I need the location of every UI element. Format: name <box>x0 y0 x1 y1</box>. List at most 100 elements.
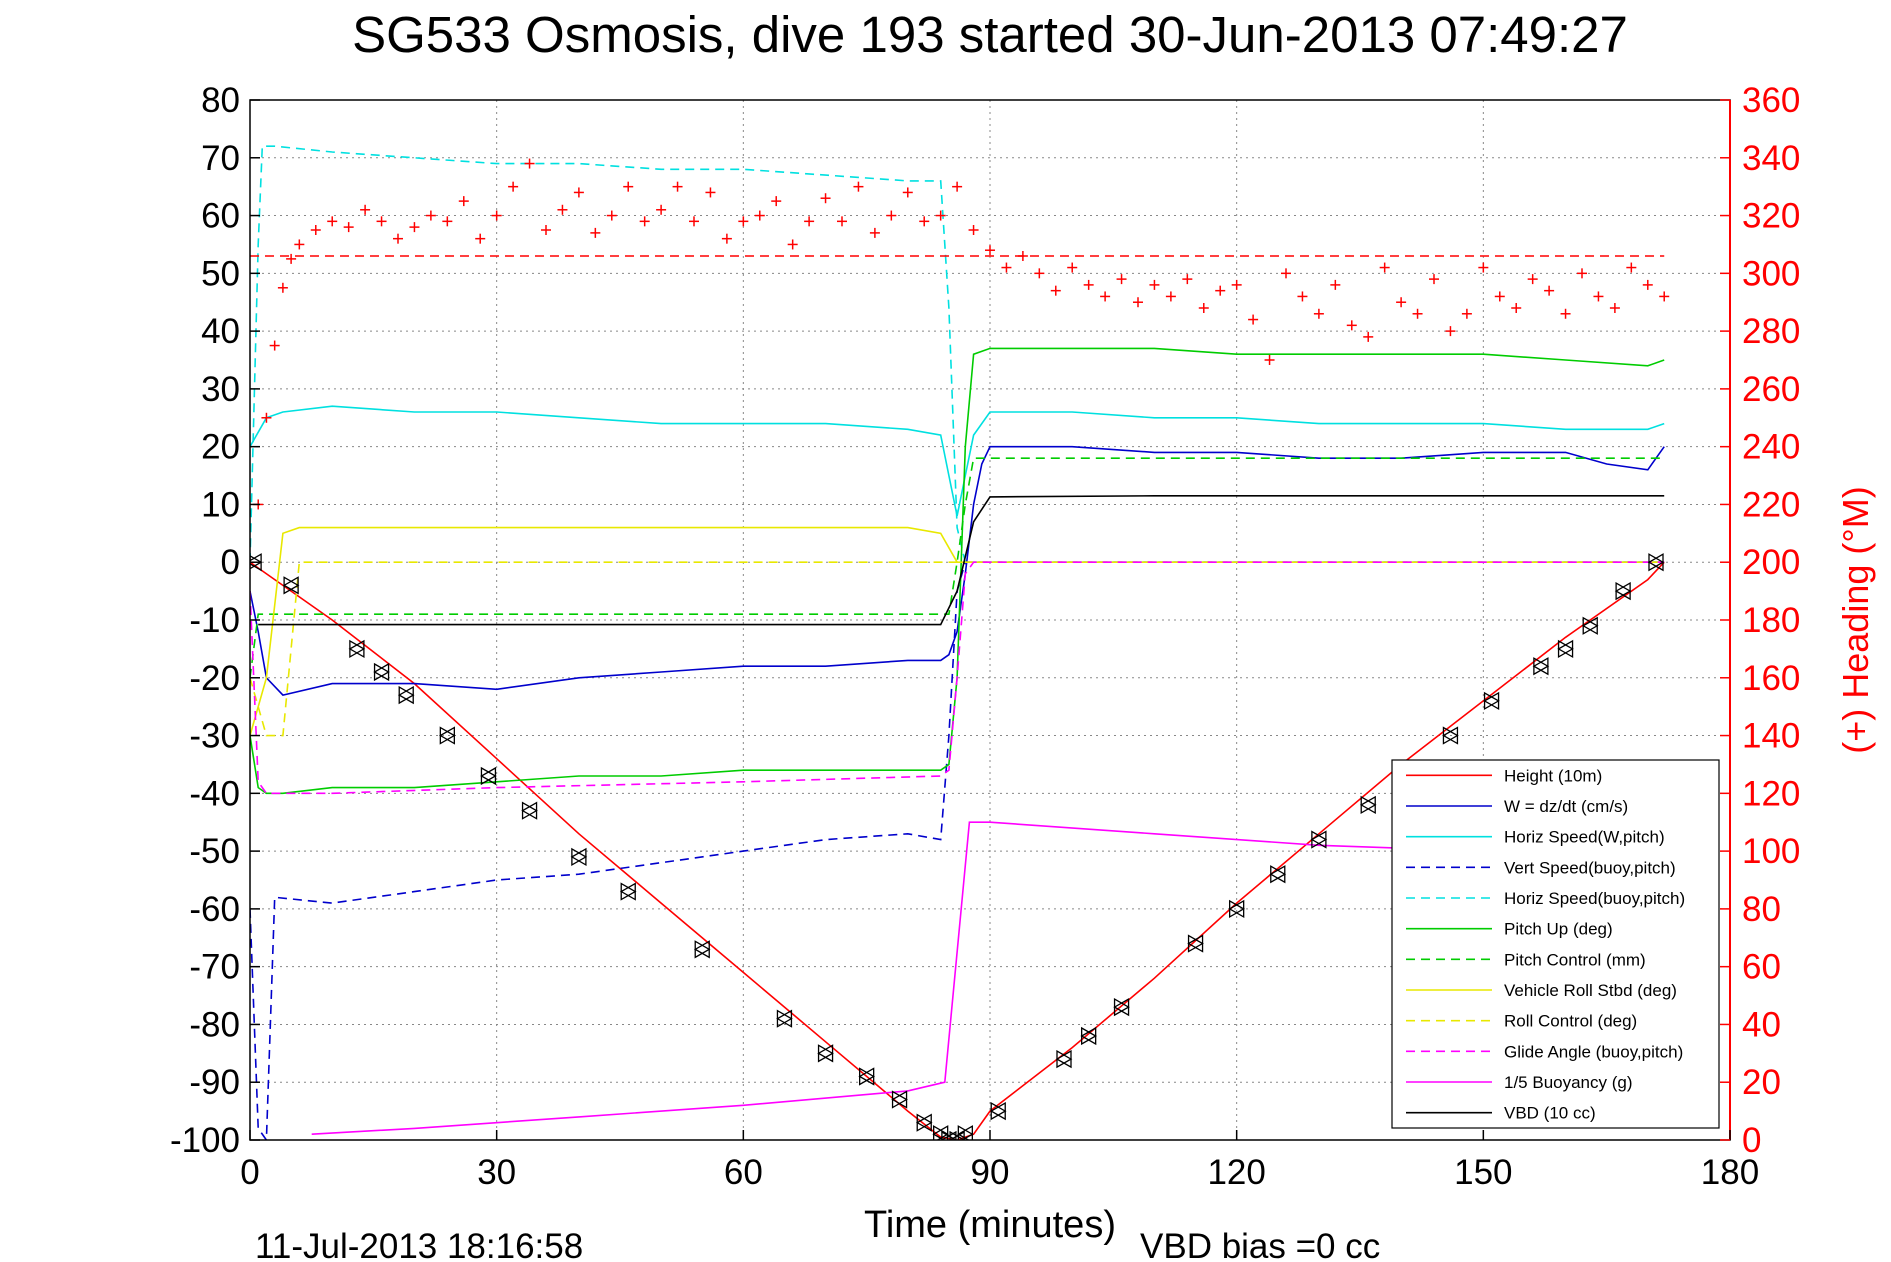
legend-label: Roll Control (deg) <box>1504 1012 1637 1031</box>
height-marker-inner <box>1187 934 1204 953</box>
heading-point <box>1593 291 1604 302</box>
heading-point <box>376 216 387 227</box>
heading-point <box>1429 274 1439 285</box>
y-tick-label: -90 <box>189 1063 240 1102</box>
y-tick-label: 40 <box>201 312 240 351</box>
heading-point <box>1511 303 1522 313</box>
heading-point <box>393 233 403 244</box>
heading-point <box>1379 262 1390 273</box>
heading-point <box>1248 314 1259 325</box>
height-marker-inner <box>1614 581 1631 601</box>
heading-point <box>656 204 667 215</box>
height-marker-inner <box>1228 899 1245 919</box>
heading-point <box>1116 274 1127 285</box>
heading-point <box>1659 291 1670 302</box>
height-marker-inner <box>348 639 365 659</box>
heading-point <box>590 227 601 238</box>
height-marker-inner <box>1269 865 1286 884</box>
height-marker-inner <box>957 1125 973 1140</box>
height-marker-inner <box>373 662 390 682</box>
heading-point <box>1626 262 1637 273</box>
heading-point <box>1034 268 1045 279</box>
heading-point <box>606 210 617 221</box>
legend-label: W = dz/dt (cm/s) <box>1504 797 1628 816</box>
y-tick-label: 80 <box>201 81 240 120</box>
heading-point <box>935 210 946 221</box>
heading-point <box>1396 297 1407 308</box>
heading-point <box>442 216 453 227</box>
heading-point <box>1461 308 1472 319</box>
heading-point <box>475 233 486 244</box>
heading-point <box>310 225 321 235</box>
height-marker-inner <box>1442 726 1459 745</box>
legend: Height (10m) W = dz/dt (cm/s) Horiz Speed(… <box>1391 759 1720 1129</box>
heading-point <box>672 181 683 192</box>
series-line-1 <box>250 445 1665 696</box>
heading-point <box>1445 326 1456 337</box>
heading-point <box>1198 303 1209 313</box>
vbd-bias-label: VBD bias =0 cc <box>1140 1227 1380 1262</box>
y-tick-label: -20 <box>189 659 240 698</box>
heading-point <box>1363 331 1374 342</box>
series-line-10 <box>311 821 1484 1135</box>
height-marker-inner <box>693 940 710 959</box>
grid <box>250 100 1730 1140</box>
heading-point <box>721 233 732 244</box>
height-marker-inner <box>619 882 636 901</box>
heading-point <box>771 196 782 207</box>
heading-point <box>1494 291 1505 302</box>
y-right-tick-label: 20 <box>1742 1063 1781 1102</box>
height-marker-inner <box>1581 616 1598 635</box>
height-marker-inner <box>948 1130 965 1140</box>
heading-point <box>968 225 979 235</box>
y-right-tick-label: 260 <box>1742 370 1800 409</box>
height-marker-inner <box>1113 997 1130 1017</box>
y-right-tick-label: 0 <box>1742 1121 1761 1160</box>
series-line-11 <box>258 494 1665 626</box>
heading-point <box>869 227 880 238</box>
y-right-tick-labels: 0 20 40 60 80 100 120 140 160 180 200 220 240 260 280 3… <box>1720 81 1800 1160</box>
heading-point <box>919 216 930 227</box>
y-right-axis-label: (+) Heading (°M) <box>1835 486 1876 753</box>
series-line-5 <box>250 347 1665 795</box>
heading-point <box>409 222 420 233</box>
y-tick-label: 0 <box>221 543 240 582</box>
y-right-tick-label: 200 <box>1742 543 1800 582</box>
heading-point <box>1642 279 1653 290</box>
y-right-tick-label: 340 <box>1742 139 1800 178</box>
series-line-4 <box>250 145 1665 564</box>
y-tick-label: -70 <box>189 948 240 987</box>
heading-point <box>1182 274 1193 285</box>
heading-point <box>738 216 749 227</box>
legend-label: Height (10m) <box>1504 766 1602 785</box>
heading-point <box>1067 262 1078 273</box>
heading-point <box>261 412 272 423</box>
y-tick-label: -50 <box>189 832 240 871</box>
x-tick-label: 180 <box>1701 1153 1759 1192</box>
x-axis-label: Time (minutes) <box>864 1204 1116 1246</box>
y-right-tick-label: 160 <box>1742 659 1800 698</box>
height-marker-inner <box>1483 691 1500 711</box>
heading-point <box>804 216 815 227</box>
heading-point <box>1050 285 1061 296</box>
heading-point <box>754 210 765 221</box>
heading-point <box>425 210 436 221</box>
legend-label: Glide Angle (buoy,pitch) <box>1504 1042 1683 1061</box>
series-line-2 <box>250 405 1665 517</box>
y-right-tick-label: 80 <box>1742 890 1781 929</box>
heading-point <box>1083 279 1094 290</box>
heading-point <box>853 181 864 192</box>
heading-point <box>557 204 568 215</box>
legend-label: VBD (10 cc) <box>1504 1104 1596 1123</box>
height-marker-inner <box>1080 1026 1097 1046</box>
y-tick-label: -80 <box>189 1005 240 1044</box>
height-marker-inner <box>282 576 299 595</box>
heading-point <box>524 158 535 169</box>
height-marker-inner <box>858 1067 875 1086</box>
heading-point <box>1017 251 1028 261</box>
height-marker-inner <box>1557 639 1574 659</box>
heading-point <box>902 187 913 198</box>
heading-point <box>294 239 305 250</box>
heading-point <box>952 181 963 192</box>
heading-point <box>689 216 699 227</box>
